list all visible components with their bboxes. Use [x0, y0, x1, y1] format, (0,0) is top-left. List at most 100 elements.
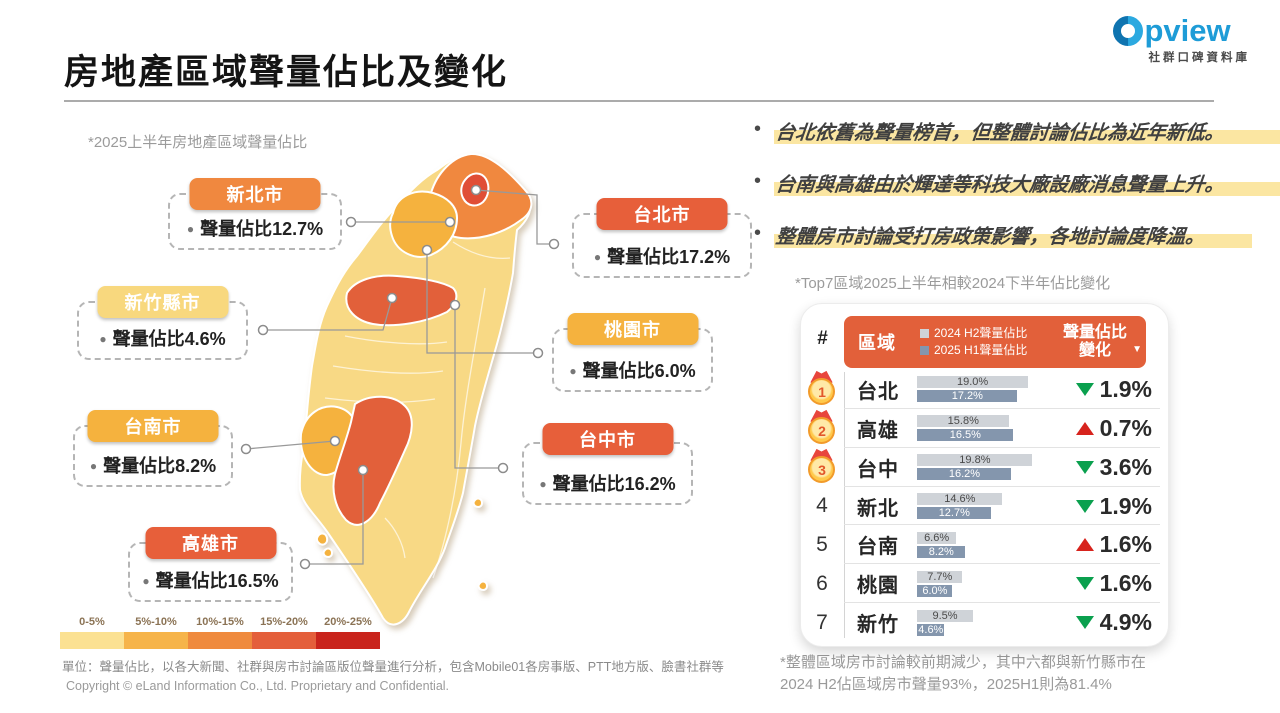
legend-swatch [60, 632, 124, 649]
footnote-table-note: *整體區域房市討論較前期減少，其中六都與新竹縣市在 2024 H2佔區域房市聲量… [780, 654, 1146, 693]
rank-number: 1 [808, 378, 836, 406]
legend-label: 20%-25% [324, 616, 372, 628]
region-name: 新竹 [856, 614, 899, 637]
bar-pair: 19.0% 17.2% [917, 376, 1075, 403]
region-badge: 桃園市 [567, 313, 698, 345]
rank-number: 4 [816, 494, 828, 517]
footnote-copyright: Copyright © eLand Information Co., Ltd. … [66, 679, 450, 693]
legend-label: 0-5% [79, 616, 105, 628]
rank-column-header: # [817, 328, 828, 349]
up-triangle-icon [1075, 538, 1094, 552]
bullet-dot-icon: • [754, 118, 762, 140]
map-region-taoyuan [389, 190, 458, 258]
title-divider [64, 100, 1214, 102]
table-row: 6 桃園 7.7% 6.0% 1.6% [801, 564, 1168, 604]
bullet-dot-icon: ● [186, 222, 195, 236]
region-name: 新北 [856, 497, 899, 520]
bar-pair: 15.8% 16.5% [917, 415, 1075, 442]
bullet-dot-icon: ● [539, 477, 547, 491]
map-color-legend: 0-5% 5%-10% 10%-15% 15%-20% 20%-25% [60, 616, 380, 649]
down-triangle-icon [1075, 460, 1094, 474]
legend-item: 10%-15% [188, 616, 252, 649]
bar-2024-h2: 15.8% [917, 415, 1010, 428]
table-row: 2 高雄 15.8% 16.5% 0.7% [801, 409, 1168, 448]
bar-2024-h2: 6.6% [917, 531, 956, 544]
legend-label: 15%-20% [260, 616, 308, 628]
rank-cell: 1 [801, 373, 843, 406]
series-legend-item: 2025 H1聲量佔比 [920, 342, 1058, 359]
opview-logo-text: pview [1144, 13, 1231, 48]
ranking-table-card: # 區域 2024 H2聲量佔比 2025 H1聲量佔比 聲量佔比 變化 ▼ 1… [800, 303, 1169, 647]
bar-2025-h1: 4.6% [917, 623, 945, 636]
legend-item: 20%-25% [316, 616, 380, 649]
table-row: 4 新北 14.6% 12.7% 1.9% [801, 487, 1168, 526]
change-cell: 1.9% [1075, 375, 1168, 403]
map-region-taipei [460, 172, 490, 207]
callout-taoyuan: 桃園市 ● 聲量佔比6.0% [552, 313, 713, 392]
map-county-border [384, 517, 406, 559]
bullet-dot-icon: ● [593, 250, 602, 264]
bar-2024-h2: 19.8% [917, 454, 1033, 467]
medal-icon: 1 [808, 378, 836, 406]
series-label: 2024 H2聲量佔比 [934, 326, 1028, 341]
callout-hsinchu: 新竹縣市 ● 聲量佔比4.6% [77, 286, 248, 360]
column-divider [844, 372, 845, 638]
map-island-penghu [322, 547, 333, 558]
bar-2024-h2: 9.5% [917, 609, 973, 622]
bar-2024-h2: 19.0% [917, 376, 1028, 389]
region-badge: 新竹縣市 [97, 286, 228, 318]
change-cell: 1.6% [1075, 531, 1168, 558]
change-value: 1.6% [1099, 570, 1152, 597]
down-triangle-icon [1075, 382, 1094, 396]
bullet-dot-icon: • [754, 170, 762, 192]
rank-number: 6 [816, 571, 828, 595]
bar-2025-h1: 17.2% [917, 390, 1018, 403]
region-name: 桃園 [856, 575, 899, 598]
rank-number: 3 [808, 456, 836, 484]
share-value: 聲量佔比8.2% [103, 456, 217, 476]
share-value: 聲量佔比6.0% [582, 361, 696, 381]
series-label: 2025 H1聲量佔比 [934, 343, 1028, 357]
region-badge: 台北市 [596, 198, 728, 230]
bar-pair: 9.5% 4.6% [917, 609, 1075, 636]
insight-text: 台南與高雄由於輝達等科技大廠設廠消息聲量上升。 [774, 174, 1226, 196]
legend-item: 0-5% [60, 616, 124, 649]
opview-tagline: 社群口碑資料庫 [1148, 52, 1250, 64]
map-island-green-island [472, 497, 483, 508]
legend-swatch [188, 632, 252, 649]
rank-number: 7 [816, 610, 828, 634]
change-value: 1.9% [1099, 375, 1152, 402]
table-row: 1 台北 19.0% 17.2% 1.9% [801, 370, 1168, 409]
change-value: 4.9% [1099, 609, 1152, 636]
series-swatch-2025h1 [920, 345, 929, 355]
bar-2025-h1: 8.2% [917, 545, 966, 558]
rank-cell: 3 [801, 451, 843, 484]
region-column-header: 區域 [858, 333, 896, 353]
legend-label: 10%-15% [196, 616, 244, 628]
bar-2024-h2: 7.7% [917, 570, 963, 583]
medal-icon: 2 [808, 417, 836, 445]
map-subtitle: *2025上半年房地產區域聲量佔比 [88, 134, 308, 151]
map-island-penghu [315, 532, 329, 546]
region-name: 台南 [856, 536, 899, 559]
medal-icon: 3 [808, 456, 836, 484]
down-triangle-icon [1075, 499, 1094, 513]
insight-text: 台北依舊為聲量榜首，但整體討論佔比為近年新低。 [774, 122, 1226, 144]
rank-cell: 7 [801, 611, 843, 635]
callout-tainan: 台南市 ● 聲量佔比8.2% [73, 410, 233, 487]
region-name: 台中 [856, 458, 899, 481]
region-name: 台北 [856, 380, 899, 403]
table-row: 3 台中 19.8% 16.2% 3.6% [801, 448, 1168, 487]
callout-kaohsiung: 高雄市 ● 聲量佔比16.5% [128, 527, 293, 602]
legend-item: 15%-20% [252, 616, 316, 649]
change-cell: 0.7% [1075, 415, 1168, 442]
share-value: 聲量佔比16.5% [155, 571, 279, 591]
opview-logo: pview 社群口碑資料庫 [1106, 9, 1251, 65]
legend-swatch [252, 632, 316, 649]
legend-label: 5%-10% [135, 616, 177, 628]
rank-cell: 5 [801, 533, 843, 557]
page-title: 房地產區域聲量佔比及變化 [64, 53, 509, 92]
down-triangle-icon [1075, 577, 1094, 591]
change-cell: 3.6% [1075, 454, 1168, 481]
